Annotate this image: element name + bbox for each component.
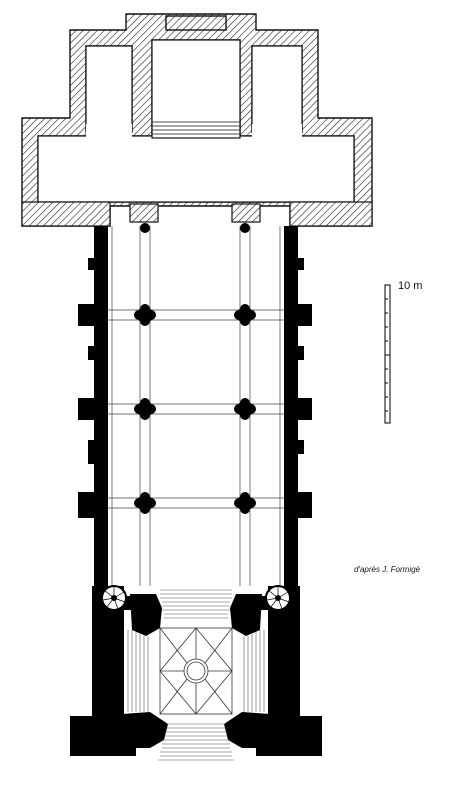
narthex bbox=[70, 585, 322, 761]
scale-label: 10 m bbox=[398, 280, 423, 292]
altar bbox=[165, 15, 227, 31]
transept-walls bbox=[21, 13, 373, 227]
nave-walls bbox=[78, 226, 312, 586]
stair-tower-left bbox=[101, 585, 127, 611]
altar-steps bbox=[152, 121, 240, 135]
source-credit: d'après J. Formigé bbox=[354, 565, 420, 574]
central-porch-vault bbox=[159, 627, 233, 715]
scale-bar bbox=[384, 284, 391, 424]
nave-bay-lines bbox=[108, 226, 284, 586]
stair-tower-right bbox=[265, 585, 291, 611]
nave-piers bbox=[134, 223, 256, 514]
